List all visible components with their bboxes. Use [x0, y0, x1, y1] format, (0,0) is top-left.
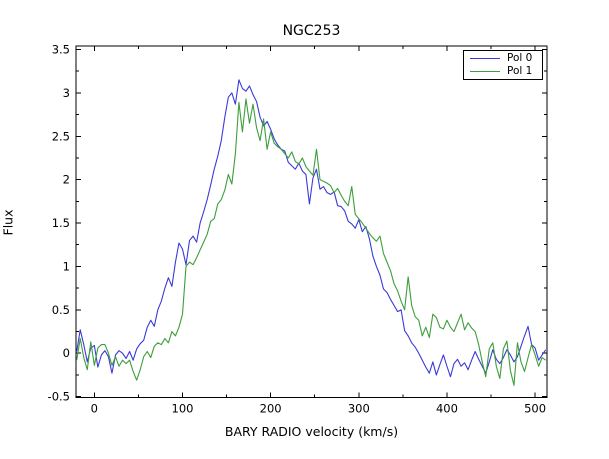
y-tick-label: 3.5 [52, 42, 70, 56]
pol0-line-sample [470, 58, 500, 59]
legend-label-pol1: Pol 1 [507, 65, 533, 77]
y-tick-label: -0.5 [48, 390, 70, 404]
legend: Pol 0 Pol 1 [463, 50, 543, 80]
y-tick-label: 1.5 [52, 216, 70, 230]
axes-frame [75, 45, 548, 398]
y-tick-label: 3 [63, 86, 70, 100]
x-tick-label: 500 [524, 402, 546, 416]
legend-item-pol1: Pol 1 [470, 66, 538, 77]
series-line-pol0 [76, 79, 547, 378]
pol1-line-sample [470, 71, 500, 72]
y-axis-label: Flux [0, 209, 16, 236]
x-tick-label: 300 [348, 402, 370, 416]
plot-title: NGC253 [282, 23, 341, 39]
x-axis-label: BARY RADIO velocity (km/s) [224, 424, 399, 439]
y-tick-label: 1 [63, 259, 70, 273]
y-tick-label: 2.5 [52, 129, 70, 143]
series-line-pol1 [76, 98, 547, 386]
y-tick-label: 2 [63, 173, 70, 187]
legend-item-pol0: Pol 0 [470, 53, 538, 64]
x-tick-label: 200 [260, 402, 282, 416]
legend-label-pol0: Pol 0 [507, 52, 533, 64]
x-tick-label: 100 [172, 402, 194, 416]
y-tick-label: 0 [63, 346, 70, 360]
x-tick-label: 0 [91, 402, 98, 416]
x-tick-label: 400 [436, 402, 458, 416]
y-tick-label: 0.5 [52, 303, 70, 317]
